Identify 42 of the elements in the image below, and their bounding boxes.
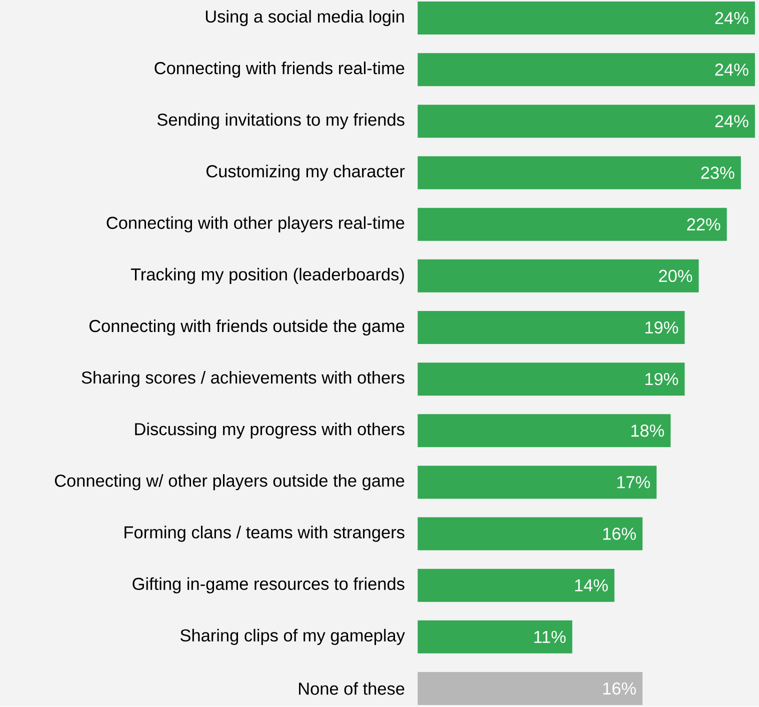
data-label: 24% [715, 12, 748, 24]
bar [418, 414, 671, 448]
data-label: 23% [701, 166, 734, 180]
y-tick-label: Sending invitations to my friends [157, 113, 404, 130]
bar [418, 518, 643, 551]
y-tick-label: Connecting with friends real-time [154, 62, 404, 78]
y-tick-label: Sharing clips of my gameplay [180, 629, 405, 646]
y-tick-label: Customizing my character [206, 164, 405, 182]
bar [418, 362, 685, 396]
bar [418, 2, 755, 35]
y-tick-label: Tracking my position (leaderboards) [130, 268, 404, 284]
data-label: 24% [715, 115, 748, 128]
y-tick-label: Forming clans / teams with strangers [124, 526, 404, 542]
bar [418, 569, 614, 602]
y-tick-label: None of these [299, 682, 404, 696]
y-tick-label: Connecting w/ other players outside the game [54, 474, 404, 490]
bar [418, 620, 572, 654]
data-label: 11% [534, 631, 566, 644]
data-label: 17% [617, 476, 650, 488]
y-tick-label: Sharing scores / achievements with others [82, 371, 404, 388]
bar [418, 672, 643, 706]
bar [418, 53, 755, 86]
y-tick-label: Connecting with friends outside the game [89, 320, 404, 336]
data-label: 24% [715, 64, 748, 76]
data-label: 16% [603, 682, 636, 695]
bar [418, 208, 727, 242]
data-label: 22% [687, 218, 720, 231]
y-tick-label: Gifting in-game resources to friends [132, 578, 404, 594]
y-tick-label: Discussing my progress with others [135, 422, 404, 439]
bar [418, 156, 741, 190]
data-label: 19% [645, 373, 678, 386]
data-label: 14% [575, 580, 608, 592]
y-tick-label: Using a social media login [206, 10, 404, 26]
bar [418, 260, 699, 293]
data-label: 18% [631, 424, 664, 437]
data-label: 20% [659, 270, 692, 282]
data-label: 19% [645, 322, 678, 334]
y-tick-label: Connecting with other players real-time [106, 216, 404, 233]
bar [418, 466, 657, 499]
bar [418, 104, 755, 138]
bar [418, 311, 685, 344]
data-label: 16% [603, 528, 636, 540]
